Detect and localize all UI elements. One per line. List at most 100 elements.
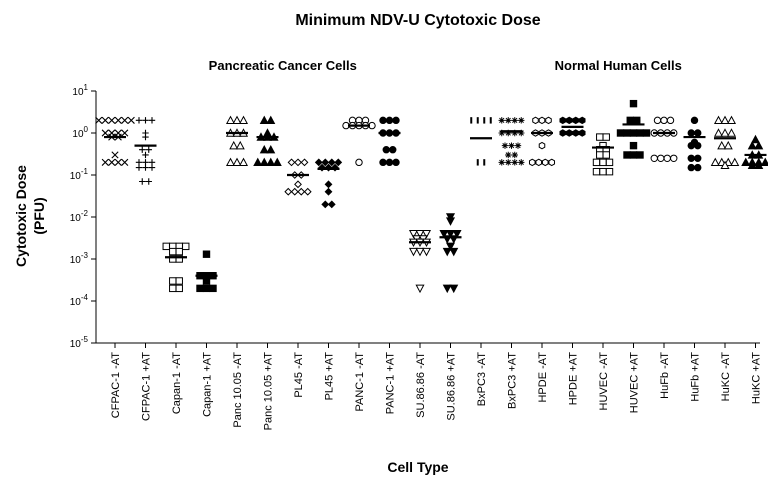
data-point: [629, 151, 638, 159]
data-point: [578, 129, 586, 137]
data-point: [687, 163, 695, 172]
x-tick-label: BxPC3 +AT: [507, 352, 519, 409]
data-point: [532, 116, 539, 125]
data-point: [101, 129, 109, 137]
data-point: [545, 116, 552, 125]
data-point: [720, 115, 730, 125]
data-point: [415, 230, 425, 239]
data-point: [284, 187, 293, 196]
data-point: [439, 230, 449, 239]
series-cfpac-1-at: [135, 117, 156, 185]
data-point: [445, 217, 456, 226]
data-point: [694, 163, 702, 172]
series-capan-1-at: [162, 242, 190, 293]
series-panc-1-at: [342, 116, 376, 167]
data-point: [415, 247, 425, 257]
x-tick-label: PL45 +AT: [324, 352, 336, 401]
data-point: [518, 129, 525, 137]
plot-points: [95, 99, 768, 294]
group-label: Pancreatic Cancer Cells: [209, 58, 357, 73]
data-point: [202, 277, 211, 285]
data-point: [629, 141, 638, 150]
data-point: [653, 116, 662, 125]
data-point: [169, 284, 177, 293]
data-point: [505, 117, 512, 124]
y-axis-label-line-1: Cytotoxic Dose: [13, 165, 29, 267]
data-point: [175, 247, 183, 256]
data-point: [572, 116, 580, 125]
series-cfpac-1-at: [95, 116, 135, 166]
data-point: [747, 140, 757, 150]
data-point: [642, 129, 651, 137]
data-point: [321, 158, 330, 167]
data-point: [666, 116, 675, 125]
data-point: [135, 164, 143, 171]
x-tick-label: Panc 10.05 -AT: [232, 352, 244, 428]
data-point: [408, 247, 419, 257]
x-tick-label: HuFb +AT: [690, 352, 702, 402]
data-point: [592, 167, 601, 176]
data-point: [505, 159, 512, 166]
data-point: [148, 117, 156, 124]
data-point: [633, 116, 641, 125]
data-point: [111, 151, 119, 159]
data-point: [169, 277, 177, 285]
data-point: [101, 158, 109, 166]
data-point: [259, 144, 269, 154]
series-panc-10-05-at: [225, 115, 249, 167]
data-point: [232, 157, 242, 167]
data-point: [294, 158, 302, 167]
data-point: [415, 284, 425, 294]
data-point: [670, 154, 678, 162]
data-point: [272, 157, 282, 167]
data-point: [548, 158, 556, 167]
series-panc-10-05-at: [253, 115, 282, 167]
data-point: [389, 146, 397, 154]
data-point: [599, 167, 607, 176]
data-point: [108, 158, 116, 166]
data-point: [238, 115, 249, 125]
data-point: [694, 129, 702, 137]
data-point: [145, 178, 152, 185]
data-point: [636, 129, 644, 137]
data-point: [626, 116, 634, 125]
data-point: [421, 230, 432, 239]
data-point: [266, 115, 276, 125]
data-point: [108, 116, 116, 124]
series-huvec-at: [592, 133, 614, 176]
data-point: [101, 116, 109, 124]
data-point: [327, 158, 336, 167]
y-tick-label: 100: [72, 125, 88, 140]
data-point: [572, 129, 580, 137]
series-hpde-at: [528, 116, 556, 167]
data-point: [528, 158, 536, 167]
series-hpde-at: [559, 116, 586, 137]
data-point: [514, 142, 522, 149]
data-point: [498, 159, 505, 166]
data-point: [175, 277, 183, 285]
series-pl45-at: [314, 158, 343, 209]
data-point: [382, 146, 390, 154]
data-point: [442, 247, 452, 257]
x-axis-label: Cell Type: [387, 459, 448, 475]
data-point: [730, 157, 740, 167]
x-tick-label: SU.86.86 +AT: [446, 352, 458, 421]
y-tick-label: 10-5: [70, 335, 89, 350]
data-point: [235, 140, 245, 150]
data-point: [229, 140, 239, 150]
data-point: [663, 154, 671, 162]
x-tick-label: PANC-1 +AT: [385, 352, 397, 415]
data-point: [535, 158, 543, 167]
y-axis-label-line-2: (PFU): [31, 197, 47, 234]
data-point: [559, 129, 567, 137]
data-point: [266, 157, 276, 167]
data-point: [445, 213, 456, 222]
data-point: [713, 115, 724, 125]
data-point: [694, 141, 702, 150]
data-point: [501, 142, 509, 149]
data-point: [442, 284, 452, 294]
data-point: [95, 116, 103, 124]
data-point: [476, 117, 479, 124]
data-point: [650, 154, 658, 162]
